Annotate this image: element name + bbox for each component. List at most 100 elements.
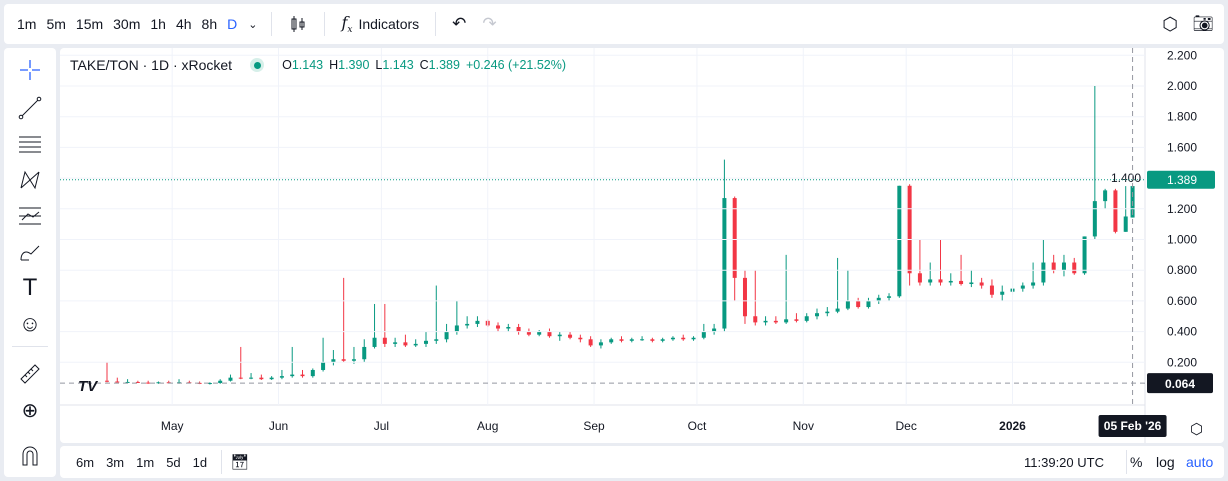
crosshair-tool[interactable]: [16, 56, 44, 84]
log-toggle[interactable]: log: [1156, 454, 1175, 470]
candle: [578, 334, 583, 343]
ruler-tool[interactable]: [16, 360, 44, 388]
timeframe-D[interactable]: D: [227, 16, 238, 32]
range-1m[interactable]: 1m: [136, 454, 155, 470]
candle: [135, 380, 140, 384]
forecast-tool[interactable]: [16, 202, 44, 230]
candle: [403, 334, 408, 347]
candle-body: [125, 381, 130, 383]
candle: [557, 331, 562, 341]
candle: [948, 273, 953, 286]
chart-type-button[interactable]: [280, 14, 316, 34]
zoom-tool[interactable]: ⊕: [16, 396, 44, 424]
candle: [310, 368, 315, 378]
candle-body: [588, 339, 593, 346]
candle: [331, 350, 336, 366]
camera-icon[interactable]: 📷︎: [1192, 14, 1214, 33]
chart-legend: TAKE/TON · 1D · xRocket O1.143 H1.390 L1…: [70, 57, 566, 73]
candle-body: [321, 362, 326, 370]
candle-body: [290, 374, 295, 377]
high-label: H: [329, 58, 339, 72]
candle: [784, 254, 789, 324]
fib-tool[interactable]: [16, 130, 44, 158]
pattern-icon: [20, 170, 40, 190]
timeframe-15m[interactable]: 15m: [75, 16, 104, 32]
timeframe-dropdown-chevron-icon[interactable]: ⌄: [248, 18, 258, 31]
candle: [732, 196, 737, 301]
brush-icon: [20, 245, 40, 261]
candle-body: [979, 282, 984, 286]
price-chart[interactable]: 2.200 2.000 1.800 1.600 1.400 1.200 1.000 0.800…: [60, 48, 1224, 443]
market-status-dot[interactable]: [250, 58, 265, 72]
range-6m[interactable]: 6m: [76, 454, 95, 470]
trend-line-tool[interactable]: [16, 94, 44, 122]
low-label: L: [375, 58, 383, 72]
candle: [712, 323, 717, 335]
candle-body: [568, 334, 573, 338]
close-label: C: [419, 58, 429, 72]
candle-body: [1000, 291, 1005, 295]
drawing-toolbar: T ☺ ⊕: [4, 48, 56, 477]
high-value: 1.390: [338, 58, 370, 72]
x-tick-label: Dec: [896, 419, 917, 433]
candle-body: [887, 296, 892, 298]
settings-hex-icon[interactable]: ⬡: [1162, 13, 1178, 34]
candle-body: [269, 377, 274, 380]
candle: [238, 346, 243, 380]
symbol-title: TAKE/TON · 1D · xRocket: [70, 57, 233, 73]
timeframe-4h[interactable]: 4h: [175, 16, 192, 32]
candle-body: [475, 320, 480, 324]
timeframe-1m[interactable]: 1m: [17, 16, 37, 32]
crosshair-icon: [20, 60, 40, 80]
candle: [207, 382, 212, 385]
auto-toggle[interactable]: auto: [1186, 454, 1214, 470]
candle-body: [259, 377, 264, 380]
redo-button[interactable]: ↷: [482, 14, 497, 33]
candle-body: [1020, 285, 1025, 289]
range-3m[interactable]: 3m: [106, 454, 125, 470]
candle-body: [310, 369, 315, 377]
candle-body: [928, 279, 933, 283]
candle-body: [341, 359, 346, 361]
candle: [434, 285, 439, 344]
candle-body: [835, 308, 840, 312]
crosshair-date-badge: [1098, 415, 1167, 437]
candle-body: [866, 300, 871, 308]
candle-body: [598, 342, 603, 346]
pattern-tool[interactable]: [16, 166, 44, 194]
range-5d[interactable]: 5d: [166, 454, 181, 470]
candle: [670, 336, 675, 341]
candle-body: [228, 377, 233, 381]
chart-pane[interactable]: 2.200 2.000 1.800 1.600 1.400 1.200 1.000 0.800…: [60, 48, 1224, 443]
candle-body: [547, 331, 552, 337]
brush-tool[interactable]: [16, 238, 44, 266]
timeframe-1h[interactable]: 1h: [150, 16, 166, 32]
candle: [1072, 257, 1077, 275]
x-tick-label: Oct: [688, 419, 707, 433]
timeframe-8h[interactable]: 8h: [201, 16, 218, 32]
undo-button[interactable]: ↶: [452, 14, 467, 33]
percent-toggle[interactable]: %: [1130, 454, 1143, 470]
range-1d[interactable]: 1d: [192, 454, 208, 470]
candle: [794, 313, 799, 323]
candle-body: [135, 381, 140, 383]
candle: [640, 336, 645, 341]
emoji-tool[interactable]: ☺: [16, 310, 44, 338]
text-tool[interactable]: T: [16, 274, 44, 302]
timeframe-5m[interactable]: 5m: [46, 16, 66, 32]
timeframe-30m[interactable]: 30m: [113, 16, 141, 32]
candle: [465, 316, 470, 329]
horizontal-lines-icon: [19, 136, 41, 153]
candle: [588, 336, 593, 347]
candle-body: [989, 285, 994, 295]
candle-body: [845, 300, 850, 309]
close-value: 1.389: [428, 58, 460, 72]
indicators-button[interactable]: fx Indicators: [333, 13, 427, 35]
clock-time[interactable]: 11:39:20 UTC: [1024, 454, 1104, 470]
date-range-icon[interactable]: 📅︎: [230, 454, 250, 471]
candle-body: [938, 279, 943, 283]
timeframe-group: 1m 5m 15m 30m 1h 4h 8h D: [12, 16, 242, 32]
settings-icon[interactable]: ⬡: [1190, 421, 1204, 438]
magnet-tool[interactable]: [16, 442, 44, 470]
candle-body: [856, 300, 861, 308]
